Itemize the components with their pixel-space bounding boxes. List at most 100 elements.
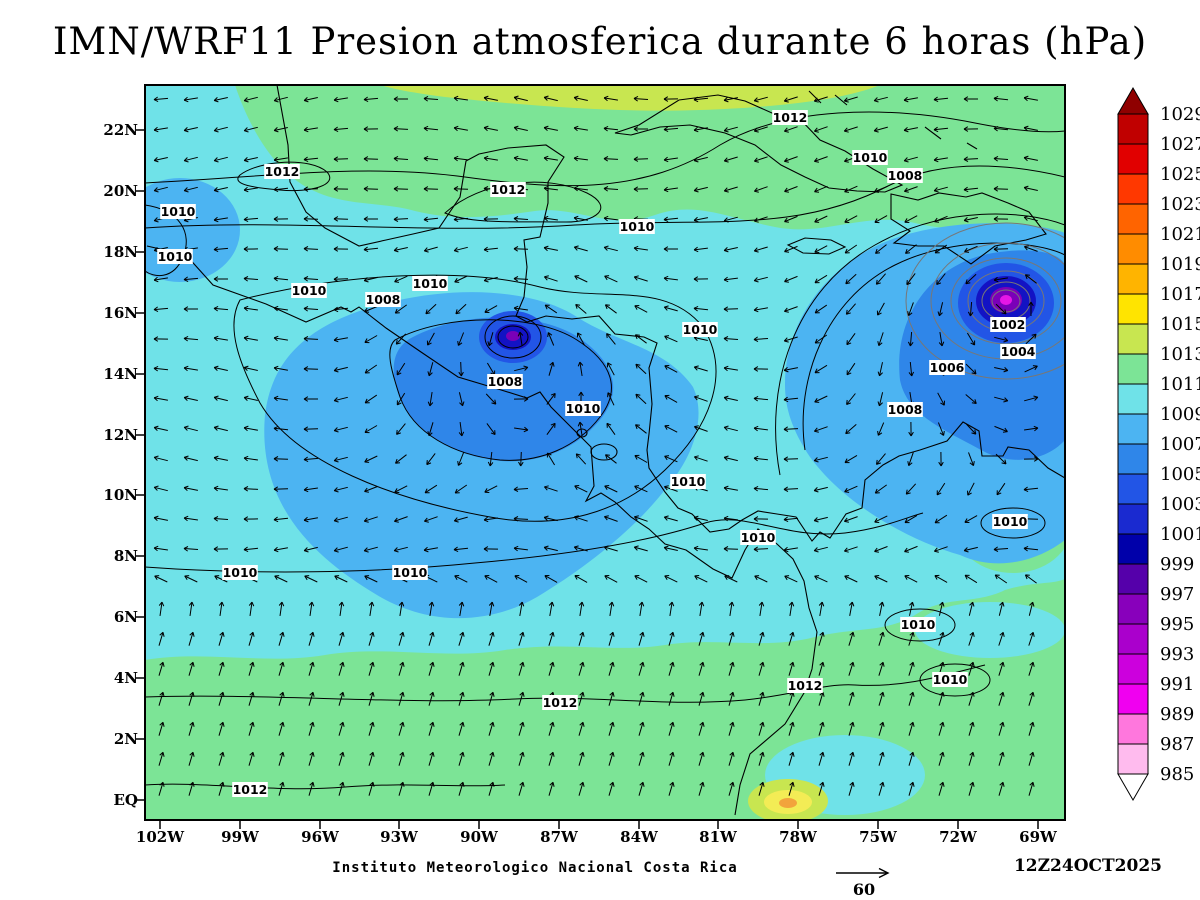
contour-label: 1010 — [740, 530, 776, 545]
svg-text:1010: 1010 — [292, 283, 327, 298]
colorbar-segment — [1117, 323, 1149, 355]
colorbar-segment — [1117, 713, 1149, 745]
contour-label: 1012 — [232, 782, 268, 797]
lon-tick-label: 93W — [380, 828, 418, 846]
svg-text:1010: 1010 — [993, 514, 1028, 529]
lat-tick-label: 2N — [113, 730, 138, 748]
lat-tick-label: 18N — [103, 243, 138, 261]
contour-label: 1010 — [565, 401, 601, 416]
axis-ticks — [136, 129, 1039, 829]
pressure-shading-layer — [145, 85, 1065, 820]
colorbar-segment — [1117, 623, 1149, 655]
colorbar-tick-label: 1029 — [1160, 104, 1200, 125]
colorbar-tick-label: 999 — [1160, 554, 1194, 575]
colorbar-tick-label: 1017 — [1160, 284, 1200, 305]
svg-text:1012: 1012 — [491, 182, 526, 197]
colorbar-tick-label: 1003 — [1160, 494, 1200, 515]
colorbar-above-arrow — [1117, 86, 1149, 115]
colorbar-segment — [1117, 203, 1149, 235]
colorbar-segment — [1117, 173, 1149, 205]
svg-text:1010: 1010 — [901, 617, 936, 632]
colorbar-tick-label: 991 — [1160, 674, 1194, 695]
contour-label: 1010 — [682, 322, 718, 337]
colorbar-segment — [1117, 233, 1149, 265]
contour-label: 1010 — [412, 276, 448, 291]
isobar-contours-layer — [145, 111, 1065, 790]
chart-title: IMN/WRF11 Presion atmosferica durante 6 … — [52, 20, 1148, 63]
colorbar-segment — [1117, 563, 1149, 595]
colorbar-tick-label: 985 — [1160, 764, 1194, 785]
contour-label: 1012 — [772, 110, 808, 125]
svg-text:1008: 1008 — [888, 168, 923, 183]
colorbar-segment — [1117, 413, 1149, 445]
lon-tick-label: 99W — [221, 828, 259, 846]
contour-label: 1012 — [542, 695, 578, 710]
lat-tick-label: 4N — [113, 669, 138, 687]
colorbar-tick-label: 1005 — [1160, 464, 1200, 485]
colorbar-segment — [1117, 653, 1149, 685]
svg-text:1010: 1010 — [161, 204, 196, 219]
svg-text:1010: 1010 — [413, 276, 448, 291]
lon-tick-label: 81W — [699, 828, 737, 846]
contour-label: 1008 — [887, 402, 923, 417]
colorbar-segment — [1117, 383, 1149, 415]
colorbar-segment — [1117, 743, 1149, 775]
svg-text:1010: 1010 — [566, 401, 601, 416]
colorbar-segment — [1117, 143, 1149, 175]
colorbar-tick-label: 1015 — [1160, 314, 1200, 335]
contour-label: 1010 — [900, 617, 936, 632]
colorbar-tick-label: 989 — [1160, 704, 1194, 725]
map-frame — [144, 84, 1066, 821]
lon-tick-label: 72W — [939, 828, 977, 846]
colorbar-segment — [1117, 263, 1149, 295]
lat-tick-label: 10N — [103, 486, 138, 504]
lat-tick-label: EQ — [113, 791, 139, 809]
colorbar-tick-label: 995 — [1160, 614, 1194, 635]
contour-labels-layer: 1012 1012 1012 1012 1012 1012 1010 1010 1010 1010… — [157, 110, 1036, 797]
colorbar-segment — [1117, 293, 1149, 325]
lon-tick-label: 84W — [620, 828, 658, 846]
contour-label: 1012 — [490, 182, 526, 197]
svg-text:1012: 1012 — [233, 782, 268, 797]
contour-label: 1010 — [291, 283, 327, 298]
colorbar-below-arrow — [1117, 773, 1149, 802]
colorbar-tick-label: 1019 — [1160, 254, 1200, 275]
svg-text:1002: 1002 — [991, 317, 1026, 332]
lon-tick-label: 78W — [779, 828, 817, 846]
lat-tick-label: 20N — [103, 182, 138, 200]
lat-tick-label: 8N — [113, 547, 138, 565]
colorbar-tick-label: 1013 — [1160, 344, 1200, 365]
timestamp: 12Z24OCT2025 — [1013, 856, 1162, 876]
contour-label: 1010 — [852, 150, 888, 165]
lat-tick-label: 6N — [113, 608, 138, 626]
contour-label: 1012 — [264, 164, 300, 179]
colorbar-tick-label: 987 — [1160, 734, 1194, 755]
svg-text:1010: 1010 — [393, 565, 428, 580]
svg-text:1010: 1010 — [683, 322, 718, 337]
colorbar-segment — [1117, 533, 1149, 565]
lat-tick-label: 12N — [103, 426, 138, 444]
colorbar-segment — [1117, 443, 1149, 475]
colorbar-segment — [1117, 473, 1149, 505]
svg-text:1012: 1012 — [773, 110, 808, 125]
contour-label: 1008 — [365, 292, 401, 307]
coastlines-layer — [146, 85, 1065, 816]
colorbar-segment — [1117, 593, 1149, 625]
lon-tick-label: 69W — [1019, 828, 1057, 846]
contour-label: 1012 — [787, 678, 823, 693]
colorbar-tick-label: 1027 — [1160, 134, 1200, 155]
wind-reference-arrow-icon — [836, 867, 890, 879]
contour-label: 1002 — [990, 317, 1026, 332]
lat-tick-label: 14N — [103, 365, 138, 383]
colorbar-tick-label: 993 — [1160, 644, 1194, 665]
svg-text:1010: 1010 — [671, 474, 706, 489]
colorbar-tick-label: 1023 — [1160, 194, 1200, 215]
map-plot-area: 1012 1012 1012 1012 1012 1012 1010 1010 1010 1010… — [136, 84, 1066, 829]
lat-tick-label: 16N — [103, 304, 138, 322]
contour-label: 1010 — [932, 672, 968, 687]
